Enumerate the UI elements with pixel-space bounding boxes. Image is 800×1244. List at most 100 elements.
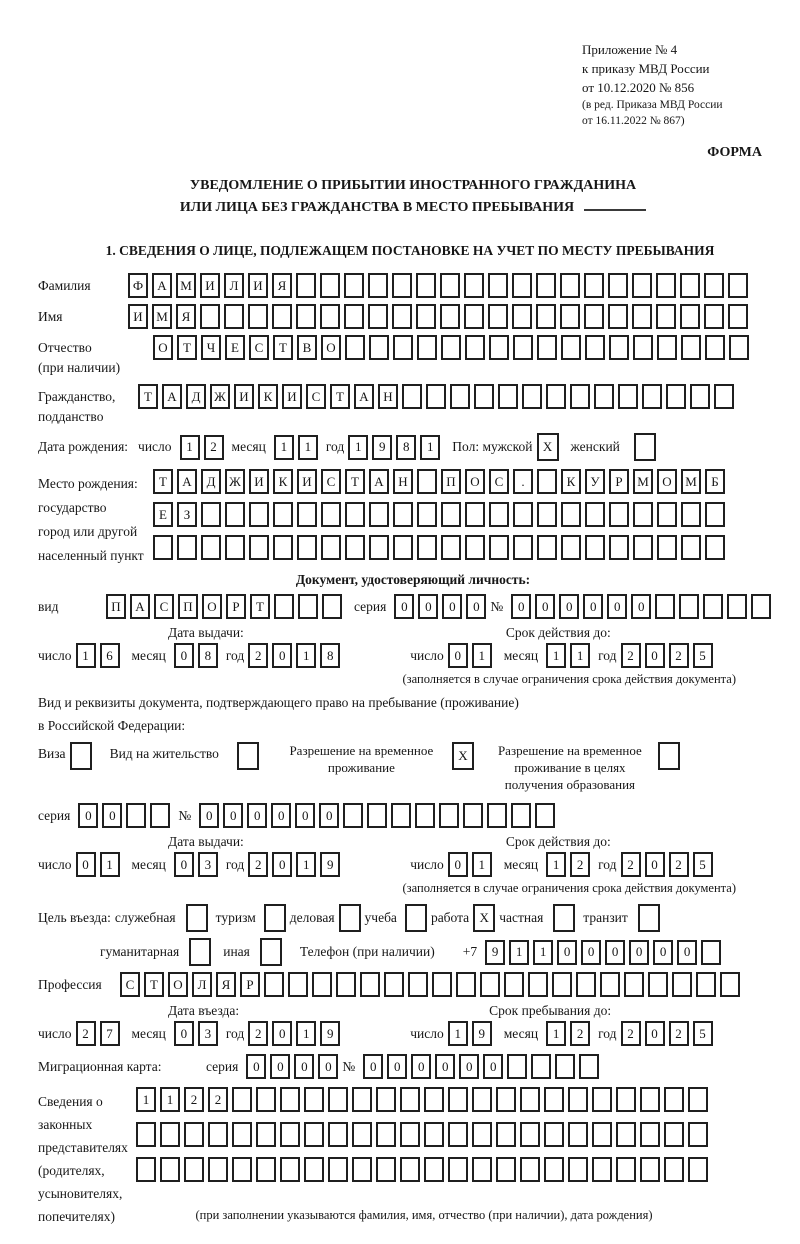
representative-cell[interactable] bbox=[448, 1157, 468, 1182]
doc-kind-cell[interactable] bbox=[274, 594, 294, 619]
permit-number-cell[interactable] bbox=[487, 803, 508, 828]
doc-kind-cell[interactable]: С bbox=[154, 594, 174, 619]
birth-place-cell[interactable] bbox=[609, 502, 629, 527]
birth-place-cell[interactable] bbox=[465, 502, 485, 527]
doc-kind-cell[interactable]: П bbox=[178, 594, 198, 619]
surname-cell[interactable] bbox=[512, 273, 532, 298]
birth-place-cell[interactable]: А bbox=[369, 469, 389, 494]
patronymic-cell[interactable] bbox=[657, 335, 677, 360]
surname-cell[interactable] bbox=[608, 273, 628, 298]
representative-cell[interactable] bbox=[424, 1157, 444, 1182]
birth-place-cell[interactable]: М bbox=[633, 469, 653, 494]
birth-place-cell[interactable] bbox=[297, 535, 317, 560]
given-name-cell[interactable] bbox=[560, 304, 580, 329]
permit-issue-cell[interactable]: 0 bbox=[272, 852, 293, 877]
doc-issue-cell[interactable]: 6 bbox=[99, 643, 120, 668]
doc-expiry-cell[interactable]: 1 bbox=[471, 643, 492, 668]
migration-number-cell[interactable]: 0 bbox=[411, 1054, 432, 1079]
entry-date-cell[interactable]: 7 bbox=[99, 1021, 120, 1046]
stay-until-cell[interactable]: 2 bbox=[668, 1021, 689, 1046]
doc-number-cell[interactable]: 0 bbox=[631, 594, 652, 619]
surname-cell[interactable] bbox=[584, 273, 604, 298]
permit-number-cell[interactable]: 0 bbox=[247, 803, 268, 828]
entry-date-cell[interactable]: 9 bbox=[320, 1021, 341, 1046]
visa-checkbox-cell[interactable] bbox=[69, 742, 92, 770]
representative-cell[interactable] bbox=[520, 1087, 540, 1112]
migration-series-cell[interactable]: 0 bbox=[294, 1054, 315, 1079]
doc-expiry-cell[interactable]: 0 bbox=[644, 643, 665, 668]
doc-issue-cell[interactable]: 1 bbox=[75, 643, 96, 668]
permit-number-cell[interactable]: 0 bbox=[319, 803, 340, 828]
birth-day-cell[interactable]: 1 bbox=[179, 434, 200, 460]
birth-place-cell[interactable]: К bbox=[561, 469, 581, 494]
birth-place-cell[interactable] bbox=[225, 502, 245, 527]
profession-cell[interactable] bbox=[600, 972, 620, 997]
representative-cell[interactable] bbox=[616, 1122, 636, 1147]
permit-issue-cell[interactable]: 3 bbox=[197, 852, 218, 877]
representative-cell[interactable] bbox=[280, 1157, 300, 1182]
birth-place-cell[interactable] bbox=[297, 502, 317, 527]
representative-cell[interactable] bbox=[208, 1122, 228, 1147]
representative-cell[interactable] bbox=[640, 1157, 660, 1182]
representative-cell[interactable] bbox=[496, 1157, 516, 1182]
patronymic-cell[interactable] bbox=[489, 335, 509, 360]
doc-expiry-cell[interactable]: 1 bbox=[570, 643, 591, 668]
birth-year-cell[interactable]: 1 bbox=[420, 434, 441, 460]
representative-cell[interactable] bbox=[328, 1087, 348, 1112]
given-name-cell[interactable] bbox=[704, 304, 724, 329]
given-name-cell[interactable]: М bbox=[152, 304, 172, 329]
phone-cell[interactable]: 0 bbox=[557, 939, 578, 965]
profession-cell[interactable] bbox=[648, 972, 668, 997]
surname-cell[interactable]: Я bbox=[272, 273, 292, 298]
doc-issue-cell[interactable]: 2 bbox=[248, 643, 269, 668]
surname-cell[interactable] bbox=[680, 273, 700, 298]
migration-series-cell[interactable]: 0 bbox=[318, 1054, 339, 1079]
given-name-cell[interactable]: Я bbox=[176, 304, 196, 329]
doc-kind-cell[interactable] bbox=[298, 594, 318, 619]
permit-number-cell[interactable] bbox=[367, 803, 388, 828]
representative-cell[interactable] bbox=[376, 1122, 396, 1147]
citizenship-cell[interactable]: Ж bbox=[210, 384, 230, 409]
representative-cell[interactable] bbox=[376, 1157, 396, 1182]
birth-place-cell[interactable] bbox=[153, 535, 173, 560]
profession-cell[interactable] bbox=[624, 972, 644, 997]
doc-series-cell[interactable]: 0 bbox=[394, 594, 415, 619]
doc-number-cell[interactable] bbox=[727, 594, 748, 619]
doc-kind-cell[interactable] bbox=[322, 594, 342, 619]
migration-number-cell[interactable] bbox=[531, 1054, 552, 1079]
entry-date-cell[interactable]: 0 bbox=[272, 1021, 293, 1046]
representative-cell[interactable] bbox=[640, 1087, 660, 1112]
permit-number-cell[interactable] bbox=[439, 803, 460, 828]
birth-place-cell[interactable]: . bbox=[513, 469, 533, 494]
representative-cell[interactable] bbox=[424, 1122, 444, 1147]
profession-cell[interactable] bbox=[384, 972, 404, 997]
profession-cell[interactable] bbox=[432, 972, 452, 997]
birth-year-cell[interactable]: 8 bbox=[396, 434, 417, 460]
given-name-cell[interactable] bbox=[512, 304, 532, 329]
permit-expiry-cell[interactable]: 2 bbox=[668, 852, 689, 877]
entry-date-cell[interactable]: 1 bbox=[296, 1021, 317, 1046]
doc-expiry-cell[interactable]: 1 bbox=[546, 643, 567, 668]
birth-place-cell[interactable] bbox=[561, 535, 581, 560]
permit-series-cell[interactable] bbox=[126, 803, 147, 828]
citizenship-cell[interactable] bbox=[714, 384, 734, 409]
birth-place-cell[interactable] bbox=[609, 535, 629, 560]
birth-place-cell[interactable] bbox=[321, 502, 341, 527]
birth-place-cell[interactable] bbox=[369, 535, 389, 560]
profession-cell[interactable]: Р bbox=[240, 972, 260, 997]
birth-place-cell[interactable] bbox=[537, 535, 557, 560]
surname-cell[interactable] bbox=[296, 273, 316, 298]
representative-cell[interactable] bbox=[664, 1122, 684, 1147]
birth-place-cell[interactable]: Б bbox=[705, 469, 725, 494]
representative-cell[interactable] bbox=[568, 1122, 588, 1147]
birth-place-cell[interactable] bbox=[273, 535, 293, 560]
given-name-cell[interactable] bbox=[464, 304, 484, 329]
citizenship-cell[interactable] bbox=[642, 384, 662, 409]
phone-cell[interactable]: 1 bbox=[509, 939, 530, 965]
purpose-business-cell[interactable] bbox=[338, 904, 361, 932]
representative-cell[interactable] bbox=[424, 1087, 444, 1112]
birth-place-cell[interactable]: З bbox=[177, 502, 197, 527]
permit-expiry-cell[interactable]: 2 bbox=[620, 852, 641, 877]
representative-cell[interactable] bbox=[232, 1087, 252, 1112]
given-name-cell[interactable] bbox=[632, 304, 652, 329]
